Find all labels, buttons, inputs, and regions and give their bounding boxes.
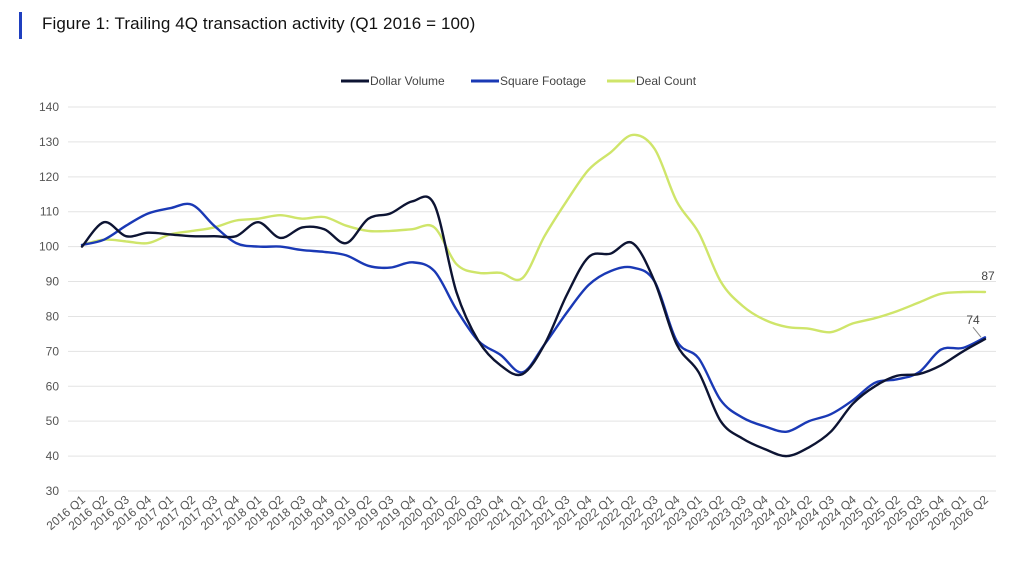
y-tick-label: 70 [46,344,60,358]
y-axis-ticks: 30 40 50 60 70 80 90 100 110 120 130 140 [39,100,59,498]
y-tick-label: 130 [39,135,59,149]
y-tick-label: 140 [39,100,59,114]
legend: Dollar Volume Square Footage Deal Count [341,74,697,88]
legend-label: Square Footage [500,74,586,88]
title-accent-bar [19,12,22,39]
y-tick-label: 100 [39,240,59,254]
series-line-deal-count [80,133,987,334]
annotation-label: 74 [966,313,980,327]
series-lines [80,133,987,458]
grid-lines [68,106,996,492]
legend-label: Deal Count [636,74,697,88]
annotation-label: 87 [981,269,995,283]
y-tick-label: 60 [46,379,60,393]
y-tick-label: 50 [46,414,60,428]
y-tick-label: 80 [46,309,60,323]
legend-label: Dollar Volume [370,74,445,88]
y-tick-label: 30 [46,484,60,498]
annotation-leader [972,326,982,338]
y-tick-label: 40 [46,449,60,463]
series-line-dollar-volume [80,195,987,458]
series-line-square-footage [80,202,987,433]
legend-item-deal-count: Deal Count [607,74,697,88]
chart-title: Figure 1: Trailing 4Q transaction activi… [42,14,476,33]
y-tick-label: 120 [39,170,59,184]
end-labels: 87 74 [966,269,995,338]
y-tick-label: 90 [46,275,60,289]
y-tick-label: 110 [40,205,59,219]
legend-item-square-footage: Square Footage [471,74,586,88]
legend-item-dollar-volume: Dollar Volume [341,74,445,88]
